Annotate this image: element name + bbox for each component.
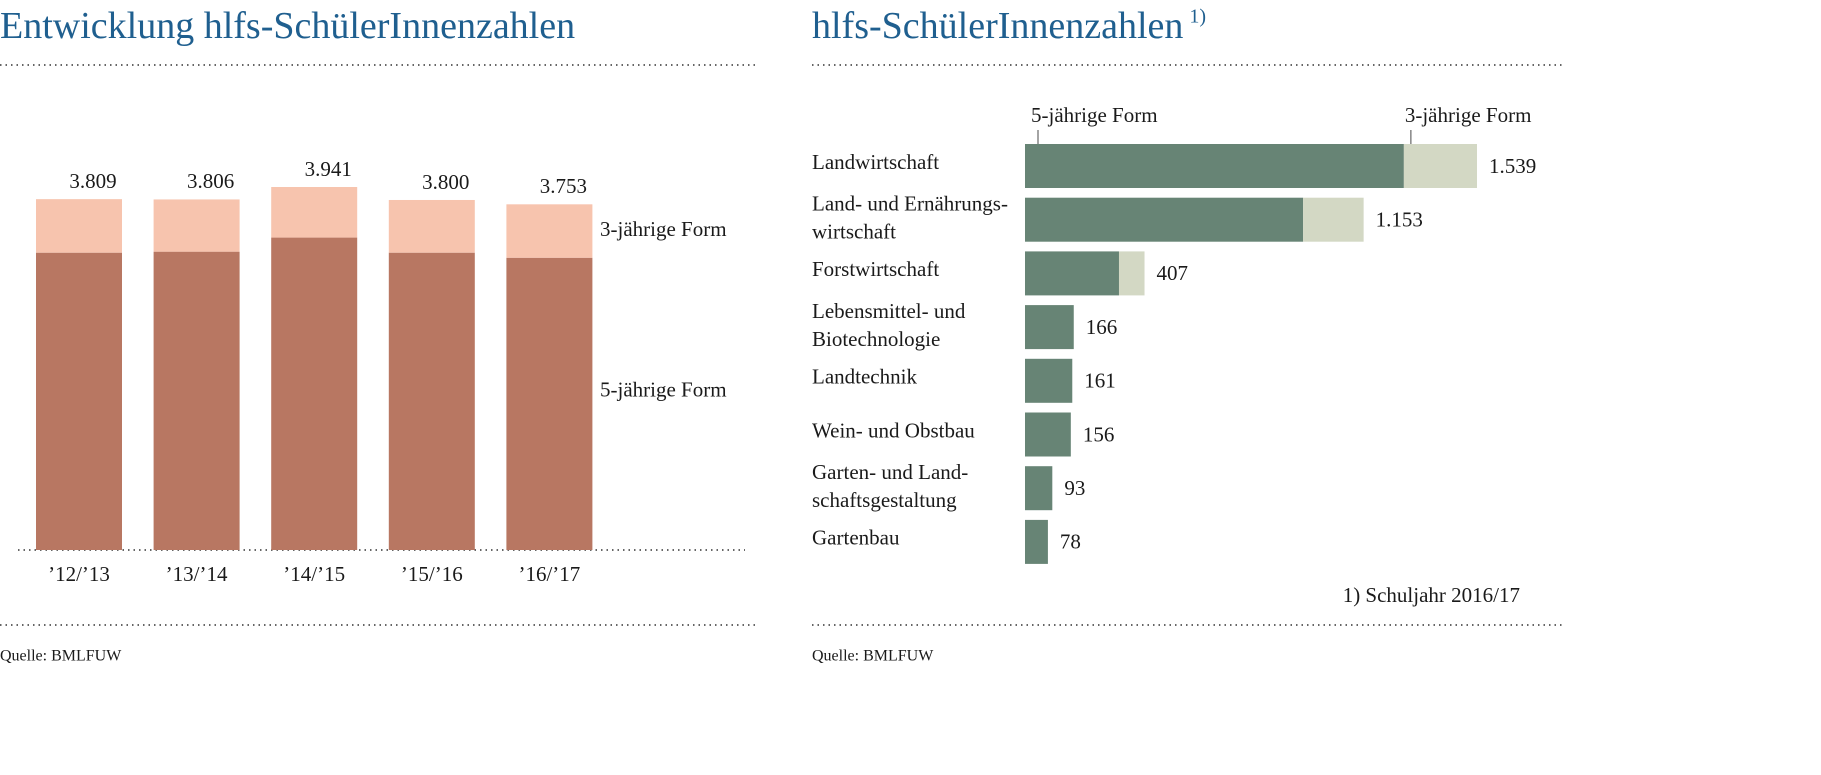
y-tick-label: Landwirtschaft [812, 150, 939, 174]
bar-segment [1025, 144, 1404, 188]
bar-segment [506, 204, 593, 258]
legend-label: 3-jährige Form [600, 217, 727, 241]
y-tick-label: Gartenbau [812, 526, 900, 550]
x-tick-label: ’14/’15 [283, 562, 345, 586]
bar-segment [1025, 466, 1053, 511]
bar-segment [1303, 197, 1364, 242]
y-tick-label: Forstwirtschaft [812, 257, 939, 281]
bar-segment [1025, 358, 1073, 403]
x-tick-label: ’13/’14 [166, 562, 228, 586]
legend-label: 5-jährige Form [600, 378, 727, 402]
bar-segment [153, 199, 240, 252]
total-label: 3.753 [540, 174, 587, 198]
source: Quelle: BMLFUW [812, 648, 934, 665]
y-tick-label: Land- und Ernährungs- [812, 192, 1008, 216]
bar-segment [1025, 519, 1048, 564]
chart-title: Entwicklung hlfs-SchülerInnenzahlen [0, 5, 575, 47]
source: Quelle: BMLFUW [0, 648, 122, 665]
y-tick-label: Biotechnologie [812, 327, 940, 351]
bar-segment [36, 252, 122, 550]
y-tick-label: schaftsgestaltung [812, 488, 957, 512]
y-tick-label: Lebensmittel- und [812, 299, 966, 323]
legend-label: 3-jährige Form [1405, 103, 1532, 127]
total-label: 156 [1083, 422, 1115, 446]
title-note: 1) [1189, 6, 1206, 28]
x-tick-label: ’15/’16 [401, 562, 463, 586]
y-tick-label: wirtschaft [812, 220, 896, 244]
total-label: 1.539 [1489, 154, 1536, 178]
total-label: 3.806 [187, 169, 234, 193]
total-label: 93 [1064, 476, 1085, 500]
total-label: 407 [1157, 261, 1189, 285]
bar-segment [1025, 412, 1071, 457]
bar-segment [1025, 251, 1119, 296]
y-tick-label: Garten- und Land- [812, 460, 968, 484]
bar-segment [1025, 305, 1074, 350]
total-label: 3.800 [422, 170, 469, 194]
footnote: 1) Schuljahr 2016/17 [1343, 583, 1520, 607]
legend-label: 5-jährige Form [1031, 103, 1158, 127]
bar-segment [271, 237, 358, 550]
total-label: 3.809 [69, 169, 116, 193]
bar-segment [36, 199, 122, 253]
total-label: 78 [1060, 530, 1081, 554]
y-tick-label: Landtechnik [812, 365, 917, 389]
bar-segment [1403, 144, 1477, 188]
bar-segment [388, 252, 475, 550]
chart-title: hlfs-SchülerInnenzahlen [812, 5, 1183, 47]
bar-segment [1025, 197, 1304, 242]
y-tick-label: Wein- und Obstbau [812, 418, 975, 442]
bar-segment [153, 251, 240, 551]
total-label: 166 [1086, 315, 1118, 339]
x-tick-label: ’12/’13 [48, 562, 110, 586]
bar-segment [271, 187, 358, 238]
bar-segment [1118, 251, 1145, 296]
x-tick-label: ’16/’17 [518, 562, 580, 586]
bar-segment [506, 257, 593, 550]
total-label: 1.153 [1376, 208, 1423, 232]
total-label: 161 [1084, 369, 1116, 393]
total-label: 3.941 [305, 157, 352, 181]
bar-segment [388, 199, 475, 253]
